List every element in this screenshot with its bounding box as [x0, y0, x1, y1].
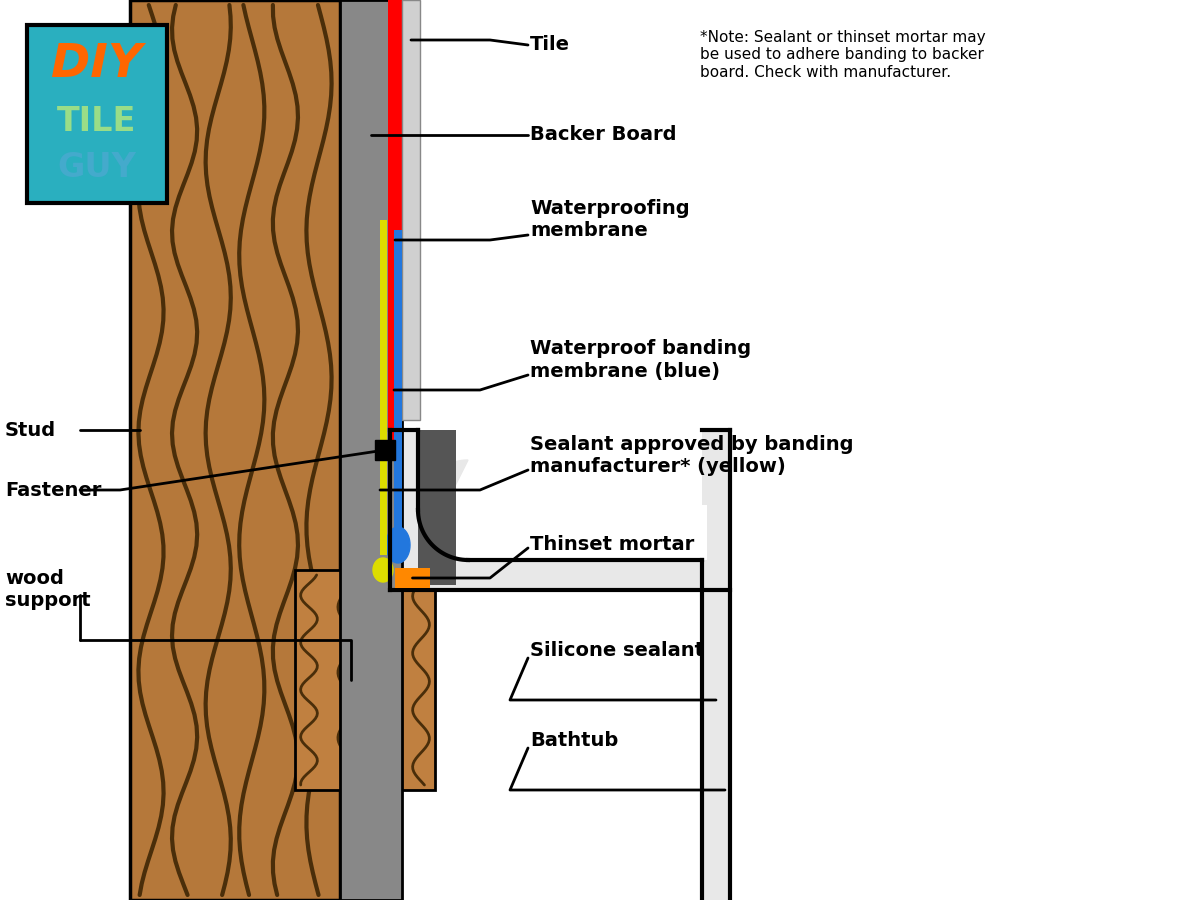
Bar: [380, 220, 386, 555]
Polygon shape: [386, 527, 410, 563]
Bar: [374, 440, 395, 460]
Bar: [390, 430, 730, 560]
Bar: [28, 25, 167, 203]
Bar: [418, 430, 456, 585]
Text: Backer Board: Backer Board: [530, 125, 677, 145]
Bar: [702, 590, 730, 900]
Text: Fastener: Fastener: [5, 481, 101, 500]
Bar: [388, 0, 402, 440]
Bar: [295, 570, 436, 790]
Bar: [130, 0, 340, 900]
Bar: [394, 230, 402, 555]
Text: Silicone sealant: Silicone sealant: [530, 641, 704, 660]
Text: TILE: TILE: [58, 104, 137, 138]
Bar: [468, 505, 707, 560]
Bar: [402, 0, 420, 420]
Polygon shape: [418, 460, 468, 560]
Bar: [418, 425, 702, 560]
Text: Stud: Stud: [5, 420, 56, 439]
Text: wood
support: wood support: [5, 570, 91, 610]
Text: *Note: Sealant or thinset mortar may
be used to adhere banding to backer
board. : *Note: Sealant or thinset mortar may be …: [700, 30, 985, 80]
Text: Sealant approved by banding
manufacturer* (yellow): Sealant approved by banding manufacturer…: [530, 435, 853, 475]
Bar: [390, 430, 418, 590]
Bar: [395, 568, 430, 588]
Bar: [340, 0, 402, 900]
Text: Waterproofing
membrane: Waterproofing membrane: [530, 200, 690, 240]
Text: Tile: Tile: [530, 35, 570, 55]
Bar: [390, 560, 730, 590]
Text: Waterproof banding
membrane (blue): Waterproof banding membrane (blue): [530, 339, 751, 381]
Text: Thinset mortar: Thinset mortar: [530, 536, 695, 554]
Polygon shape: [373, 558, 394, 582]
Text: GUY: GUY: [58, 151, 137, 184]
Text: DIY: DIY: [52, 41, 143, 86]
Text: Bathtub: Bathtub: [530, 731, 618, 750]
